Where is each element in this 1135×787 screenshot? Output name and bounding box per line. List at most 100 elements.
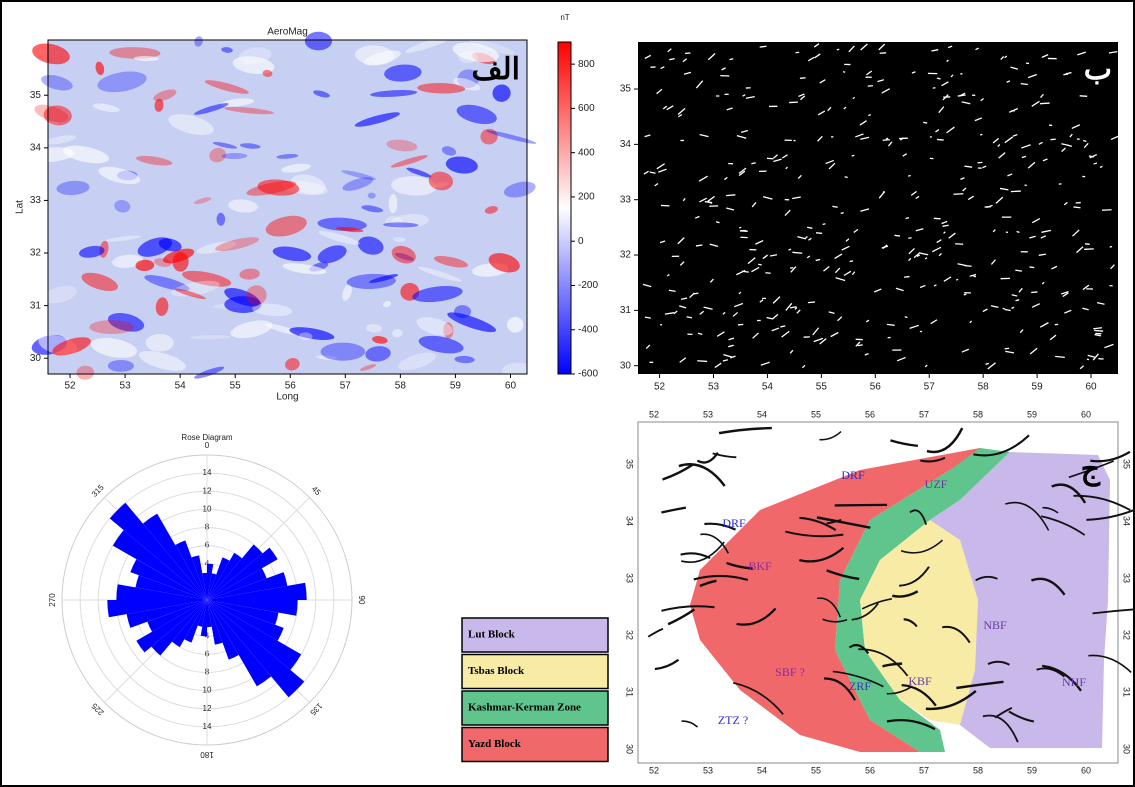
panel-label: ب [1084,53,1112,86]
x-tick-label-top: 52 [649,409,659,419]
lineament [978,162,983,163]
lineament [955,244,963,245]
y-tick-label-left: 33 [625,573,635,583]
lineament [934,218,941,219]
y-tick-label: 33 [620,194,632,205]
anomaly [89,320,134,334]
x-tick-label-top: 59 [1027,409,1037,419]
lineament [832,206,837,207]
lineament [697,361,707,362]
panel-label: الف [471,53,520,86]
lineament [1050,139,1055,140]
title: AeroMag [267,27,308,38]
fault-label: ZTZ ? [718,713,748,727]
field [24,32,539,383]
lineament [1031,292,1037,293]
y-tick-label: 34 [620,139,632,150]
x-tick-label-top: 56 [865,409,875,419]
x-tick-label: 57 [340,381,352,392]
lineament [739,227,741,228]
x-tick-label-top: 60 [1081,409,1091,419]
y-tick-label-right: 34 [1122,516,1132,526]
lineament [850,261,853,262]
fault-trace [835,505,887,506]
lineament [837,49,839,50]
lineament [887,324,895,325]
y-tick-label-left: 31 [625,687,635,697]
lineament [726,195,735,196]
lineament [980,134,982,135]
colorbar-tick-label: -200 [578,280,598,291]
lineament [858,345,863,346]
y-tick-label: 31 [30,300,42,311]
y-tick-label: 30 [620,360,632,371]
x-tick-label: 58 [395,381,407,392]
lineament [895,235,900,236]
y-tick-label: 33 [30,195,42,206]
lineament [788,249,790,250]
x-tick-label: 57 [924,382,936,393]
panel-label: ج [1081,453,1101,487]
anomaly [108,360,134,372]
anomaly [305,32,332,51]
lineament [729,59,733,60]
colorbar-tick-label: 600 [578,103,595,114]
lineament [908,238,911,239]
y-tick-label: 32 [620,250,632,261]
lineament [845,177,848,178]
x-tick-label-top: 54 [757,409,767,419]
lineament [956,279,958,280]
lineament [937,139,944,140]
x-tick-label: 55 [816,382,828,393]
fault-label: ZRF [849,679,871,693]
x-tick-label: 56 [870,382,882,393]
angle-label: 180 [200,750,214,759]
lineament [868,115,870,116]
x-tick-label: 53 [120,381,132,392]
lineament [823,224,826,225]
lineament [808,302,815,303]
x-tick-label: 56 [285,381,297,392]
x-tick-label-bottom: 59 [1027,765,1037,775]
legend-label: Lut Block [468,629,516,641]
lineament [1016,300,1020,301]
lineament [742,271,749,272]
lineament [883,140,890,141]
lineament [800,78,806,79]
y-tick-label: 35 [30,90,42,101]
lineament [1029,267,1034,268]
x-tick-label-top: 57 [919,409,929,419]
x-tick-label-bottom: 53 [703,765,713,775]
colorbar-tick-label: 0 [578,236,584,247]
y-tick-label: 32 [30,248,42,259]
colorbar-tick-label: 400 [578,147,595,158]
angle-label: 90 [357,596,366,605]
lineament [886,138,888,139]
x-tick-label-bottom: 54 [757,765,767,775]
lineament [758,264,762,265]
x-tick-label-top: 58 [973,409,983,419]
lineament [1094,330,1103,331]
x-tick-label: 55 [230,381,242,392]
fault-label: BKF [748,559,772,573]
lineament [1063,74,1068,75]
colorbar-label: nT [560,13,569,22]
figure: 525354555657585960303132333435AeroMagLon… [0,0,1135,787]
x-tick-label-bottom: 52 [649,765,659,775]
lineament [1040,103,1050,104]
colorbar [558,42,571,374]
fault-label: DRF [722,516,746,530]
angle-label: 0 [205,441,210,450]
lineament [964,294,967,295]
y-tick-label: 34 [30,142,42,153]
page: 525354555657585960303132333435AeroMagLon… [0,0,1135,787]
fault-label: NBF [983,618,1007,632]
lineament [904,277,909,278]
lineament [1110,246,1112,247]
anomaly [216,213,225,226]
lineament [760,46,767,47]
fault-label: UZF [925,477,948,491]
lineament [937,78,941,79]
lineament [954,194,964,195]
y-tick-label-right: 33 [1122,573,1132,583]
